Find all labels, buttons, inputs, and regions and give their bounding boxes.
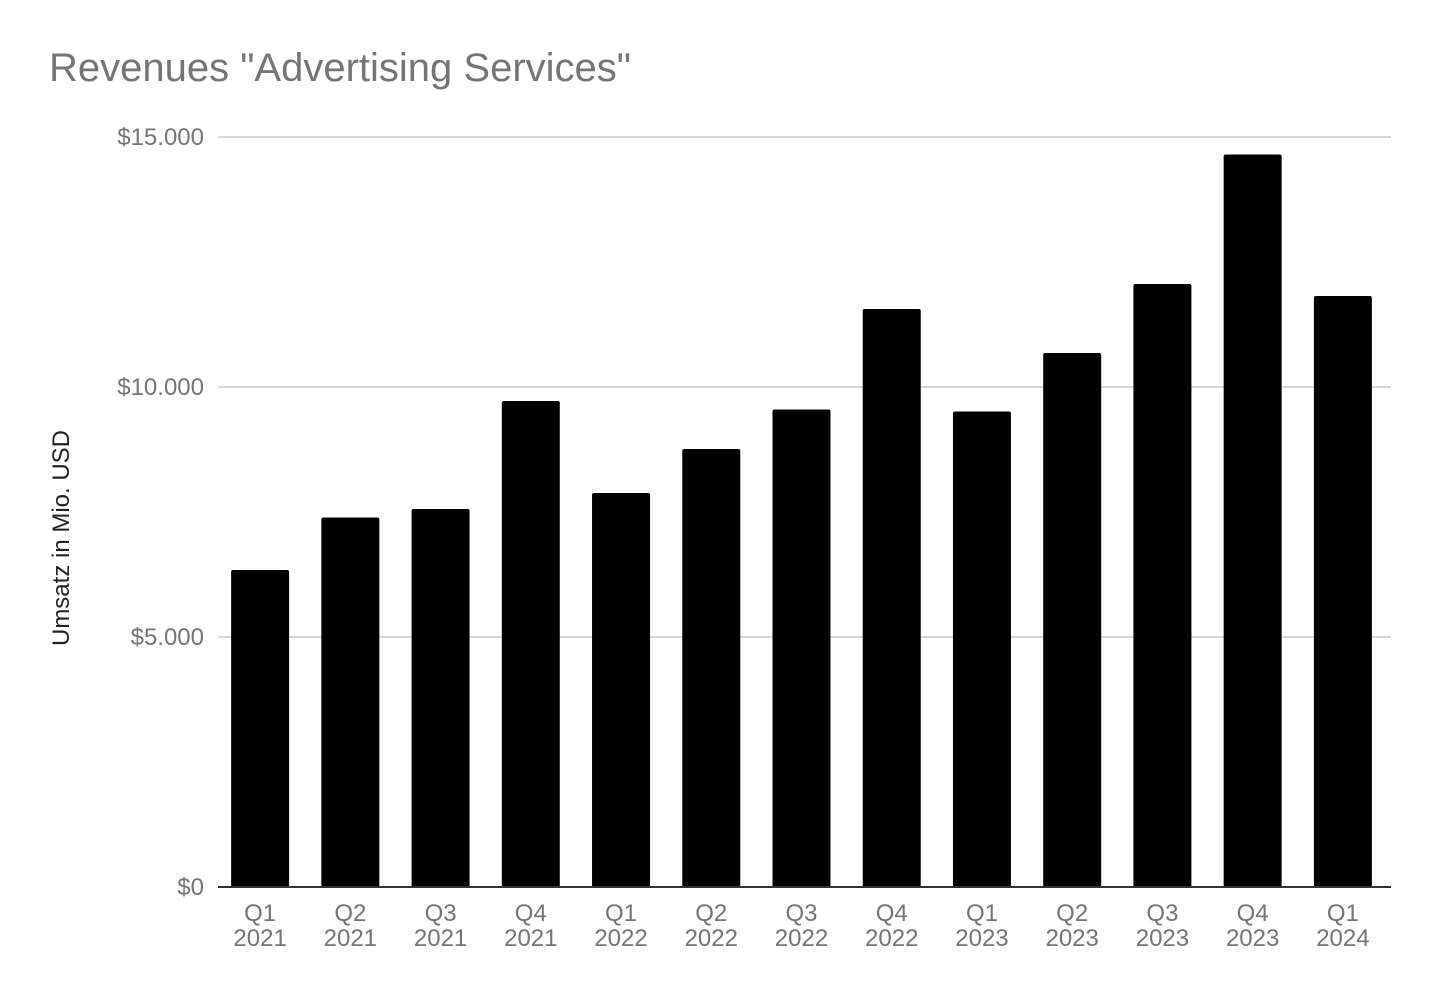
x-tick-label-quarter: Q1 [605, 900, 637, 927]
x-tick-label-year: 2021 [233, 925, 286, 952]
y-tick-label: $5.000 [131, 624, 204, 651]
y-tick-label: $10.000 [117, 374, 204, 401]
bar [592, 493, 651, 887]
x-tick-label-quarter: Q1 [966, 900, 998, 927]
x-tick-label-quarter: Q4 [876, 900, 908, 927]
x-tick-label-quarter: Q3 [1146, 900, 1178, 927]
x-tick-label-year: 2023 [955, 925, 1008, 952]
bar [231, 570, 290, 887]
y-tick-label: $0 [177, 874, 204, 901]
bar [772, 409, 831, 887]
chart-title: Revenues "Advertising Services" [49, 46, 631, 90]
x-tick-label-year: 2022 [775, 925, 828, 952]
x-tick-label-year: 2021 [504, 925, 557, 952]
bar [501, 401, 560, 887]
y-axis-ticks: $0 $5.000 $10.000 $15.000 [117, 124, 204, 901]
x-tick-label-quarter: Q2 [695, 900, 727, 927]
bar [411, 509, 470, 887]
x-tick-label-year: 2022 [594, 925, 647, 952]
x-tick-label-quarter: Q1 [244, 900, 276, 927]
x-tick-label-quarter: Q3 [425, 900, 457, 927]
x-tick-label-year: 2021 [414, 925, 467, 952]
x-tick-label-year: 2023 [1136, 925, 1189, 952]
x-tick-label-year: 2022 [685, 925, 738, 952]
x-tick-label-quarter: Q2 [334, 900, 366, 927]
bar [1223, 154, 1282, 887]
bar [682, 449, 741, 887]
bar [1313, 296, 1372, 887]
x-tick-label-year: 2021 [324, 925, 377, 952]
x-tick-label-quarter: Q2 [1056, 900, 1088, 927]
y-tick-label: $15.000 [117, 124, 204, 151]
x-tick-label-year: 2024 [1316, 925, 1369, 952]
bar [1043, 353, 1102, 887]
x-tick-label-quarter: Q4 [1237, 900, 1269, 927]
x-tick-label-quarter: Q1 [1327, 900, 1359, 927]
x-axis-ticks: Q12021Q22021Q32021Q42021Q12022Q22022Q320… [233, 900, 1369, 952]
x-tick-label-quarter: Q3 [785, 900, 817, 927]
y-axis-label: Umsatz in Mio. USD [48, 430, 75, 646]
bar [321, 517, 380, 887]
x-tick-label-quarter: Q4 [515, 900, 547, 927]
bar [1133, 284, 1192, 887]
bar [952, 411, 1011, 887]
bar [862, 309, 921, 887]
x-tick-label-year: 2023 [1226, 925, 1279, 952]
x-tick-label-year: 2023 [1045, 925, 1098, 952]
bars [231, 154, 1372, 887]
x-tick-label-year: 2022 [865, 925, 918, 952]
